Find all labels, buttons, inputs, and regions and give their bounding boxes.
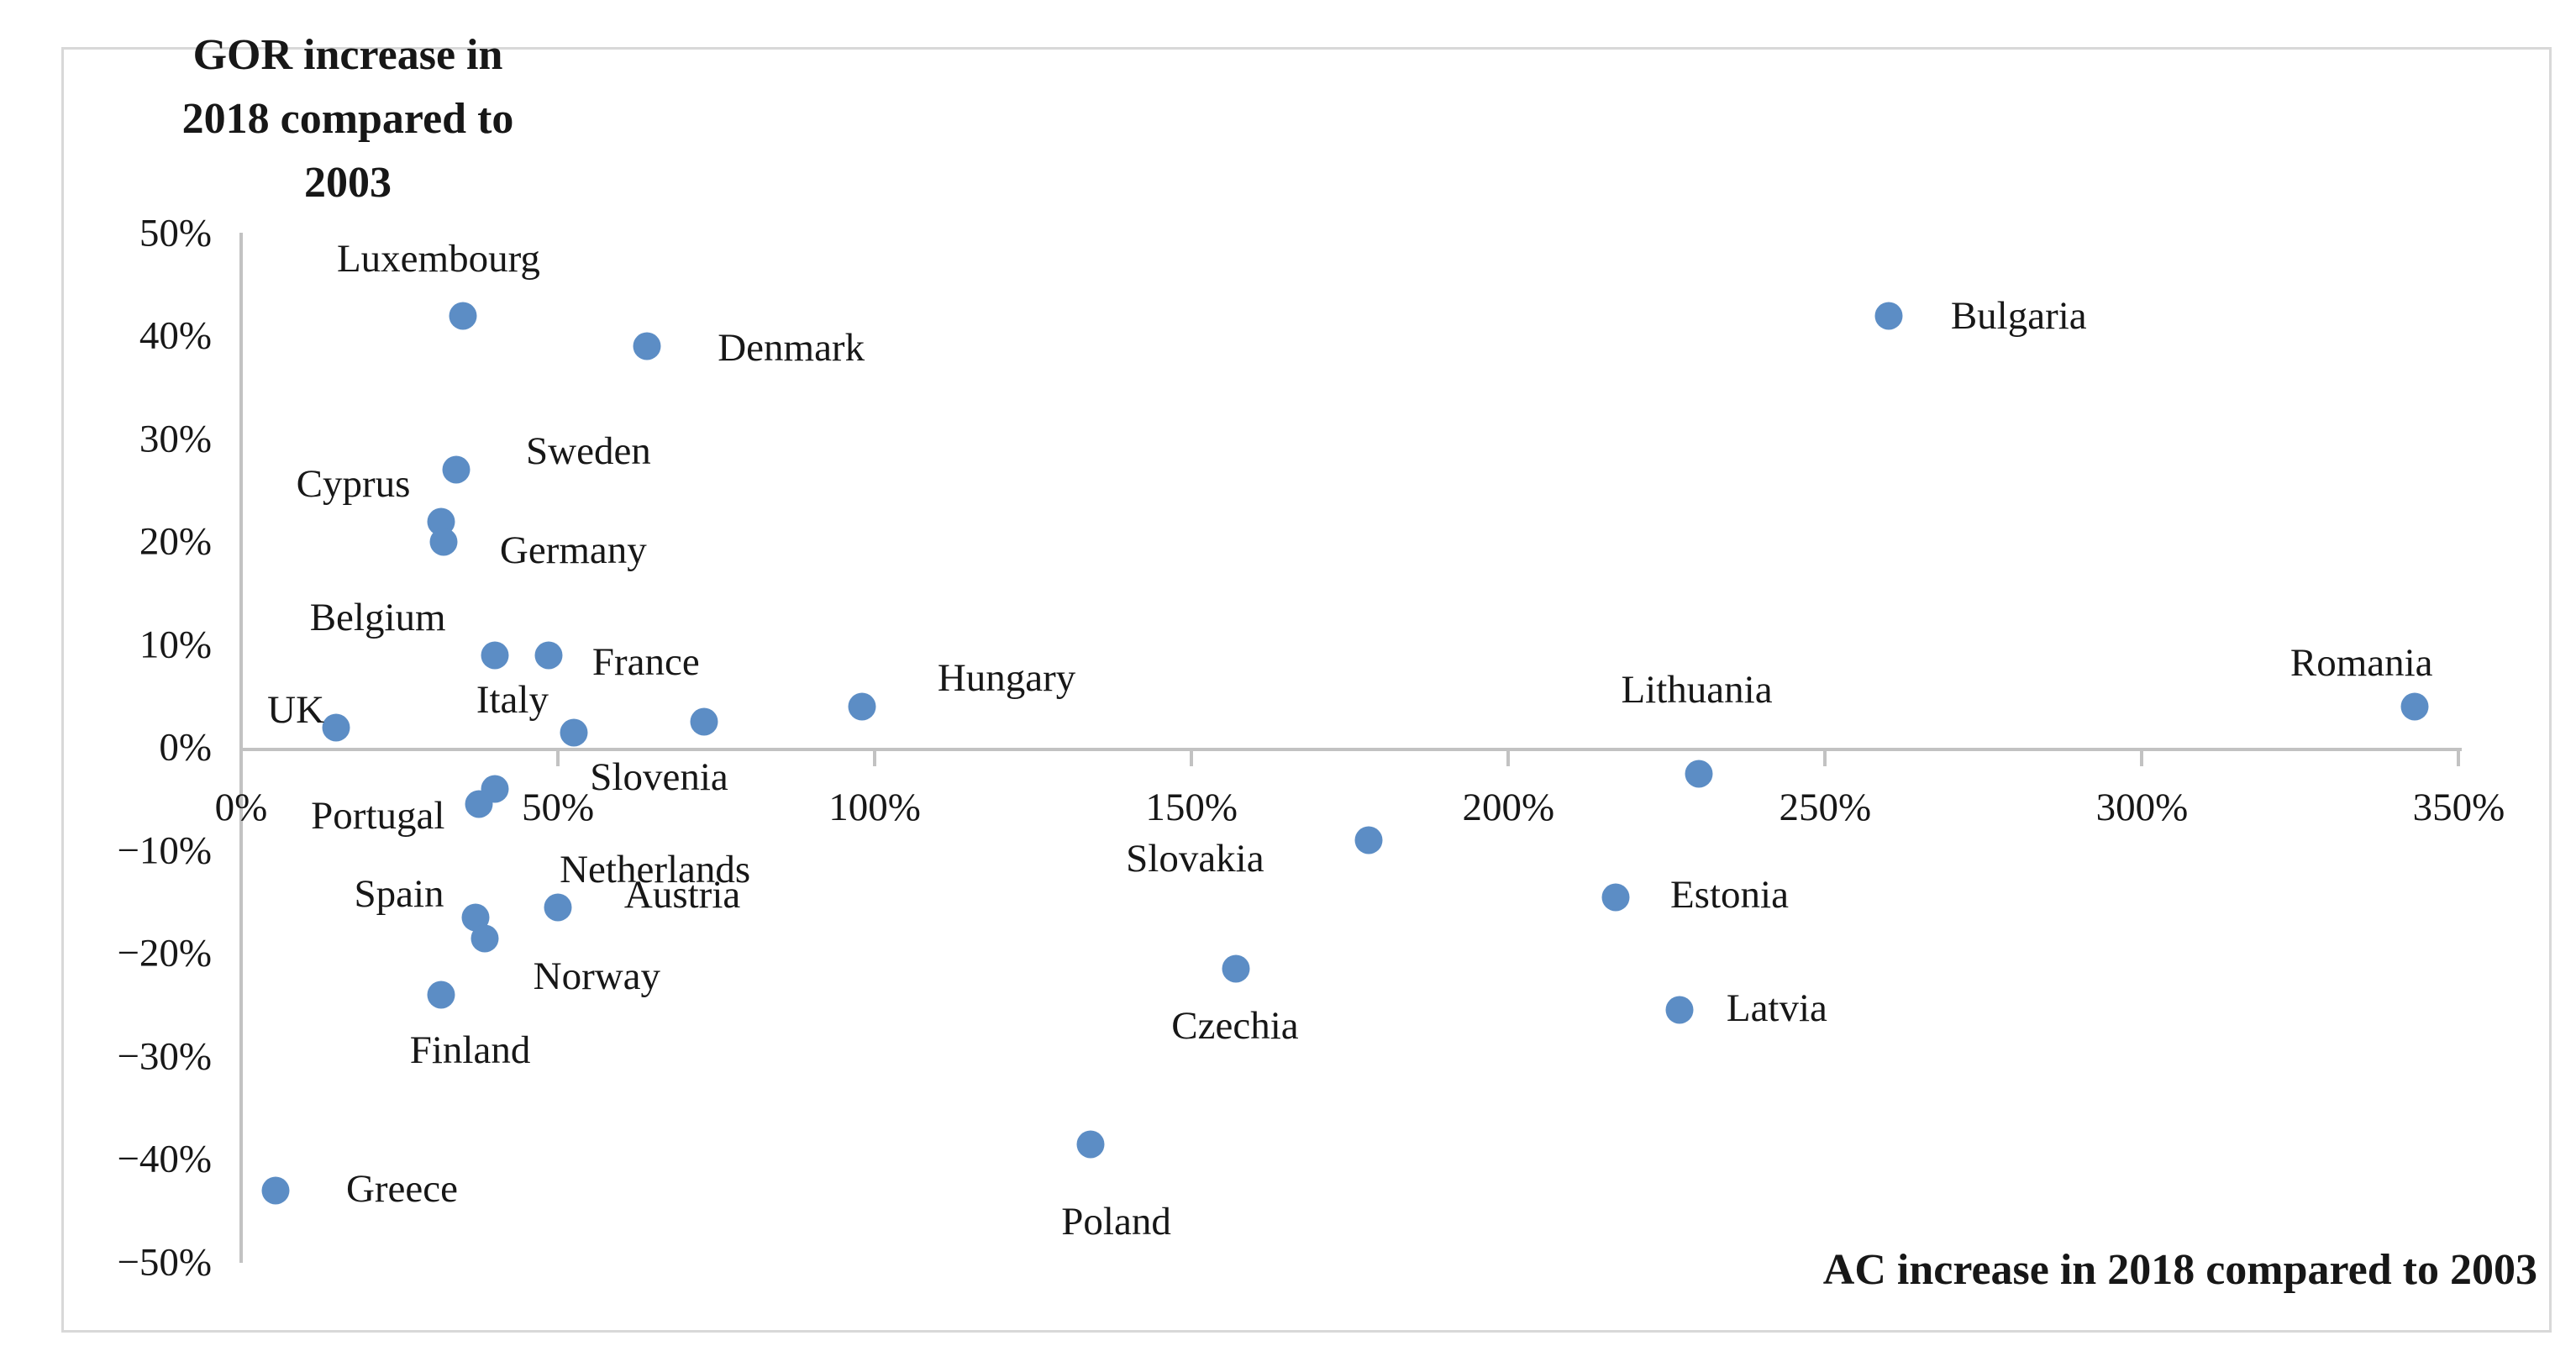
data-point-sweden (442, 455, 471, 484)
y-tick-label: −50% (117, 1240, 212, 1284)
y-tick-label: 30% (139, 417, 212, 460)
y-tick-label: 50% (139, 211, 212, 255)
data-point-estonia (1601, 883, 1630, 912)
y-tick-label: 20% (139, 519, 212, 564)
data-point-netherlands (481, 775, 509, 803)
data-point-denmark (633, 332, 661, 360)
y-tick-label: −30% (117, 1034, 212, 1078)
y-axis-title: GOR increase in 2018 compared to 2003 (44, 24, 652, 215)
label-hungary: Hungary (937, 656, 1076, 700)
data-point-italy (560, 718, 588, 747)
y-tick-label: 0% (159, 725, 212, 770)
data-point-belgium (481, 641, 509, 670)
x-tick-label: 200% (1462, 786, 1555, 829)
label-germany: Germany (499, 528, 647, 572)
x-tick-label: 250% (1779, 786, 1872, 829)
data-point-france (534, 641, 563, 670)
label-slovakia: Slovakia (1126, 837, 1264, 881)
label-lithuania: Lithuania (1621, 667, 1773, 712)
y-tick-label: −40% (117, 1137, 212, 1181)
label-czechia: Czechia (1171, 1004, 1299, 1049)
label-belgium: Belgium (309, 595, 446, 639)
label-spain: Spain (354, 872, 444, 917)
label-romania: Romania (2289, 641, 2433, 685)
label-greece: Greece (345, 1166, 458, 1211)
data-point-slovakia (1354, 826, 1383, 854)
data-point-poland (1076, 1130, 1105, 1159)
label-uk: UK (267, 687, 325, 732)
x-tick-label: 350% (2412, 786, 2505, 829)
chart-frame (61, 47, 2552, 1333)
label-netherlands: Netherlands (560, 848, 751, 891)
y-tick-label: −20% (117, 931, 212, 975)
y-tick-label: 40% (139, 313, 212, 358)
x-tick-mark (1823, 748, 1827, 766)
label-cyprus: Cyprus (296, 461, 411, 506)
data-point-austria (544, 893, 572, 922)
label-austria: Austria (623, 872, 741, 917)
y-tick-label: −10% (117, 828, 212, 872)
data-point-lithuania (1685, 760, 1713, 788)
x-tick-mark (2457, 748, 2461, 766)
data-point-hungary (848, 692, 876, 721)
label-finland: Finland (409, 1028, 531, 1072)
label-slovenia: Slovenia (590, 755, 728, 800)
data-point-greece (261, 1176, 290, 1205)
x-axis-title: AC increase in 2018 compared to 2003 (1822, 1246, 2537, 1294)
label-portugal: Portugal (311, 794, 445, 839)
y-axis-title-line2: 2018 compared to (181, 95, 514, 143)
data-point-uk (322, 713, 350, 741)
data-point-finland (427, 981, 455, 1009)
x-tick-mark (1506, 748, 1511, 766)
x-tick-label: 150% (1145, 786, 1238, 829)
data-point-norway (471, 924, 499, 953)
data-point-latvia (1665, 996, 1694, 1024)
y-axis-title-line3: 2003 (304, 159, 392, 207)
label-italy: Italy (476, 677, 549, 722)
label-norway: Norway (533, 954, 661, 998)
x-tick-label: 300% (2095, 786, 2189, 829)
x-tick-mark (556, 748, 560, 766)
label-bulgaria: Bulgaria (1950, 293, 2087, 338)
x-tick-label: 50% (521, 786, 595, 829)
x-tick-label: 0% (214, 786, 268, 829)
label-luxembourg: Luxembourg (336, 236, 540, 281)
x-tick-mark (2140, 748, 2144, 766)
data-point-germany (429, 528, 458, 556)
y-axis-title-line1: GOR increase in (192, 31, 503, 79)
label-estonia: Estonia (1669, 872, 1789, 917)
data-point-czechia (1222, 954, 1250, 983)
y-tick-label: 10% (139, 623, 212, 666)
label-latvia: Latvia (1726, 986, 1827, 1031)
label-denmark: Denmark (718, 326, 865, 371)
x-tick-mark (1190, 748, 1194, 766)
label-sweden: Sweden (526, 429, 651, 474)
data-point-romania (2400, 692, 2429, 721)
label-poland: Poland (1061, 1199, 1171, 1243)
x-axis-line (239, 748, 2462, 751)
data-point-bulgaria (1874, 302, 1903, 329)
data-point-slovenia (690, 707, 718, 736)
data-point-luxembourg (449, 302, 477, 329)
x-tick-mark (873, 748, 877, 766)
label-france: France (591, 639, 700, 684)
x-tick-label: 100% (828, 786, 921, 829)
